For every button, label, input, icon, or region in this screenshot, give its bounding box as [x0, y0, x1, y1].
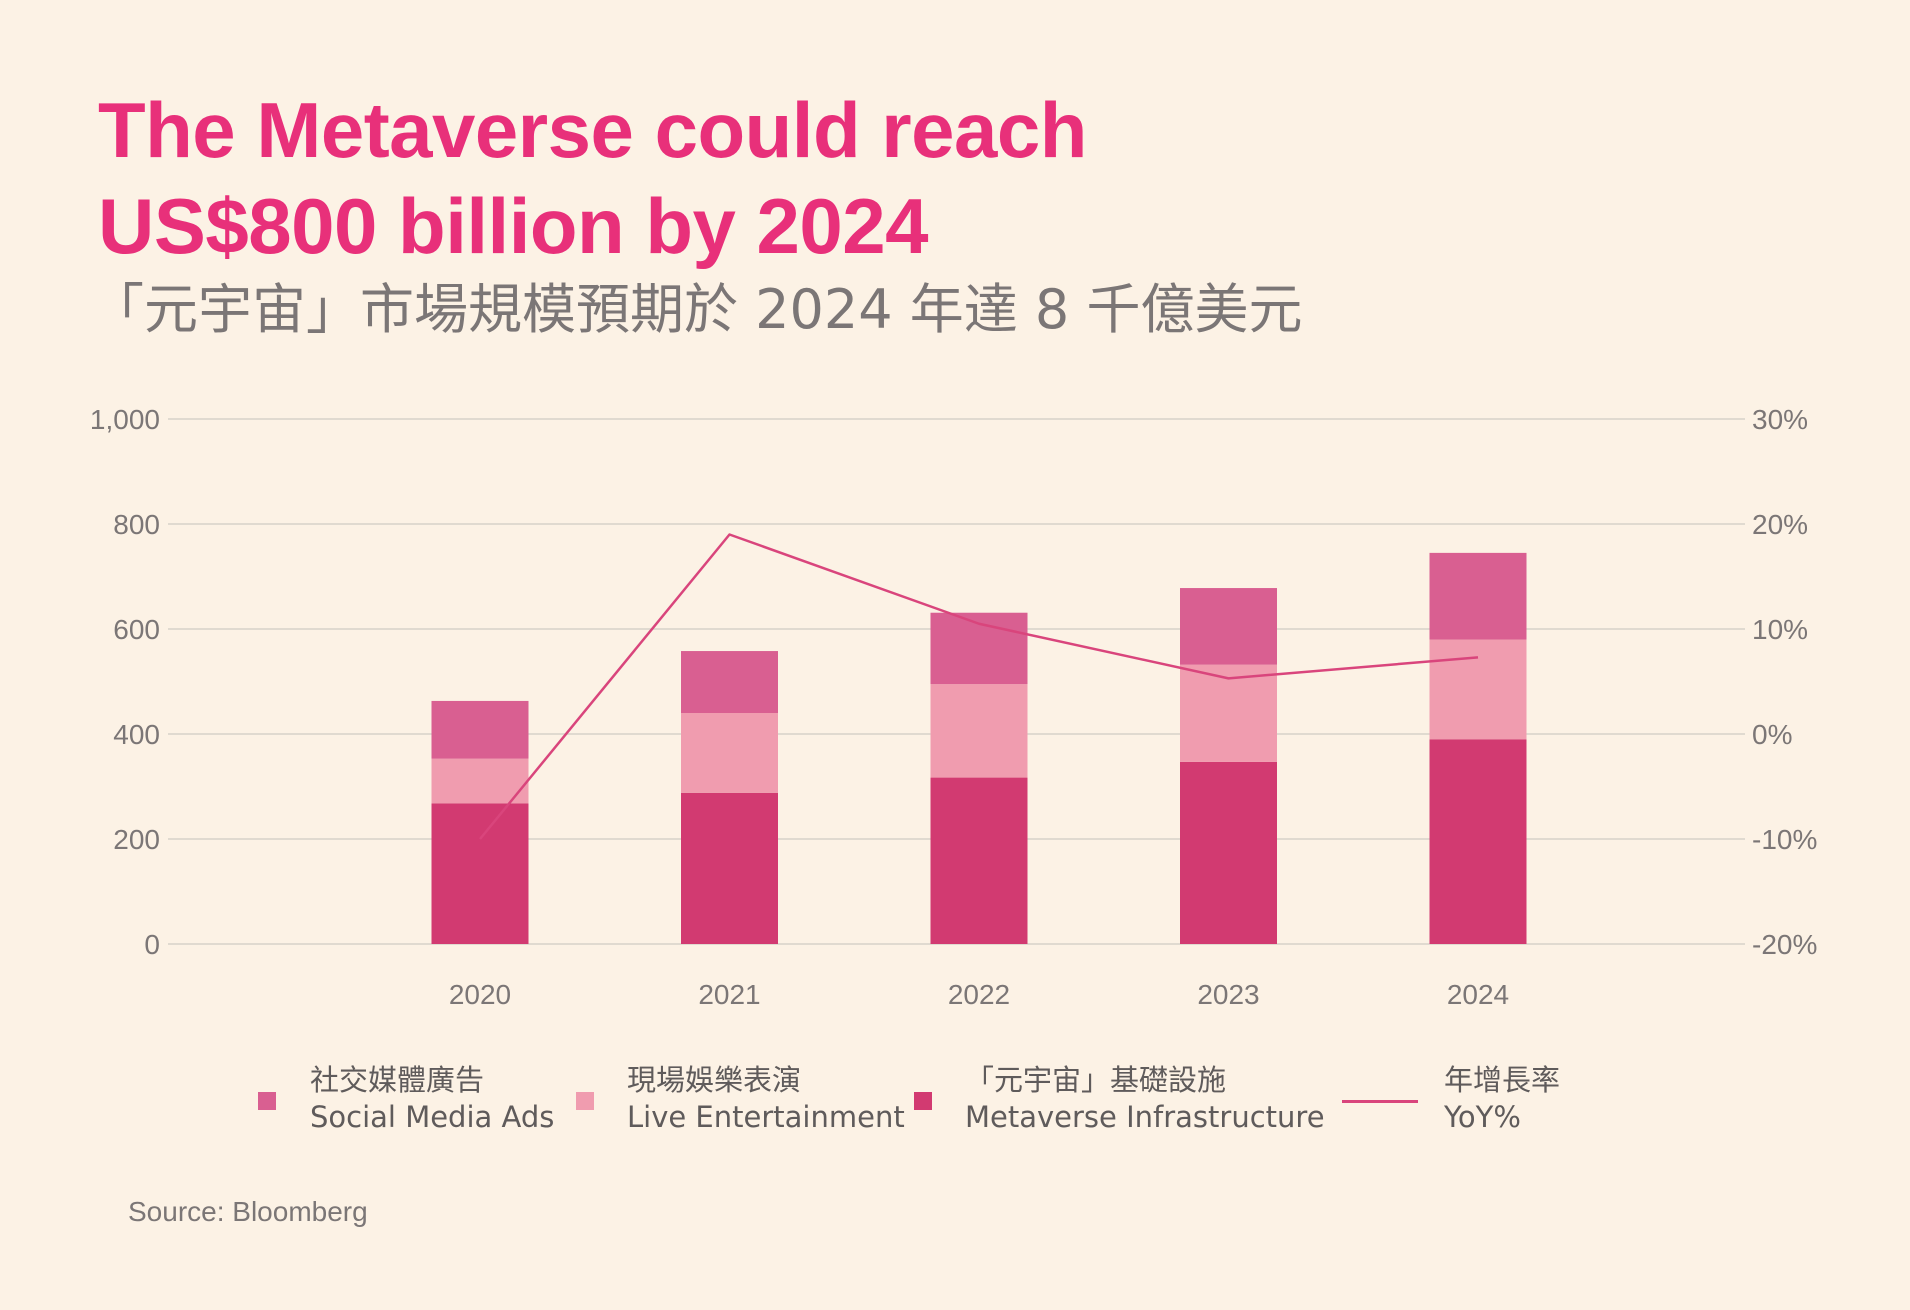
chart-subtitle: 「元宇宙」市場規模預期於 2024 年達 8 千億美元: [90, 278, 1303, 341]
bar-segment-metaverse-infrastructure: [681, 792, 778, 944]
chart-title-line-1: The Metaverse could reach: [98, 86, 1087, 174]
legend-label-zh-live-entertainment: 現場娛樂表演: [627, 1063, 802, 1097]
legend-swatch-metaverse-infrastructure: [914, 1092, 932, 1110]
y-tick-label: 0: [144, 929, 160, 960]
legend-label-en-live-entertainment: Live Entertainment: [627, 1100, 905, 1134]
legend-label-en-social-media-ads: Social Media Ads: [310, 1100, 555, 1134]
y2-tick-label: 20%: [1752, 509, 1808, 540]
y2-tick-label: 0%: [1752, 719, 1792, 750]
bar-segment-metaverse-infrastructure: [431, 803, 529, 944]
y2-tick-label: -10%: [1752, 824, 1817, 855]
y2-tick-label: 30%: [1752, 404, 1808, 435]
x-tick-label: 2022: [948, 979, 1010, 1010]
y-tick-label: 200: [113, 824, 160, 855]
legend-label-zh-yoy: 年增長率: [1444, 1063, 1561, 1097]
legend-label-en-yoy: YoY%: [1444, 1100, 1521, 1134]
y-tick-label: 400: [113, 719, 160, 750]
x-tick-label: 2021: [698, 979, 760, 1010]
legend-swatch-live-entertainment: [576, 1092, 594, 1110]
legend-label-zh-social-media-ads: 社交媒體廣告: [310, 1063, 485, 1097]
source-note: Source: Bloomberg: [128, 1196, 368, 1227]
bar-segment-metaverse-infrastructure: [1429, 739, 1527, 944]
legend-line-yoy: [1342, 1100, 1418, 1103]
chart-area: 0 200 400 600 800 1,000 -20% -10% 0% 10% 20% 30% 202…: [90, 404, 1817, 1010]
y2-tick-label: 10%: [1752, 614, 1808, 645]
bar-segment-social-media-ads: [1180, 588, 1277, 665]
bar-segment-live-entertainment: [431, 758, 529, 804]
legend-label-zh-metaverse-infrastructure: 「元宇宙」基礎設施: [965, 1063, 1227, 1097]
x-tick-label: 2020: [449, 979, 511, 1010]
x-tick-label: 2024: [1447, 979, 1509, 1010]
bar-segment-live-entertainment: [1429, 639, 1527, 740]
y-tick-label: 600: [113, 614, 160, 645]
bar-segment-live-entertainment: [1180, 664, 1277, 762]
bar-segment-social-media-ads: [1429, 552, 1527, 640]
y-tick-label: 1,000: [90, 404, 160, 435]
legend-swatch-social-media-ads: [258, 1092, 276, 1110]
bar-segment-social-media-ads: [681, 651, 778, 713]
bar-segment-metaverse-infrastructure: [930, 777, 1028, 944]
x-tick-label: 2023: [1197, 979, 1259, 1010]
chart-title-line-2: US$800 billion by 2024: [98, 182, 929, 270]
y2-tick-label: -20%: [1752, 929, 1817, 960]
legend-label-en-metaverse-infrastructure: Metaverse Infrastructure: [965, 1100, 1325, 1134]
chart-title: The Metaverse could reach US$800 billion…: [98, 82, 1087, 274]
bar-segment-live-entertainment: [930, 684, 1028, 778]
y-tick-label: 800: [113, 509, 160, 540]
bar-segment-live-entertainment: [681, 713, 778, 793]
yoy-line: [479, 533, 1479, 840]
bar-segment-metaverse-infrastructure: [1180, 761, 1277, 944]
bar-segment-social-media-ads: [431, 700, 529, 759]
